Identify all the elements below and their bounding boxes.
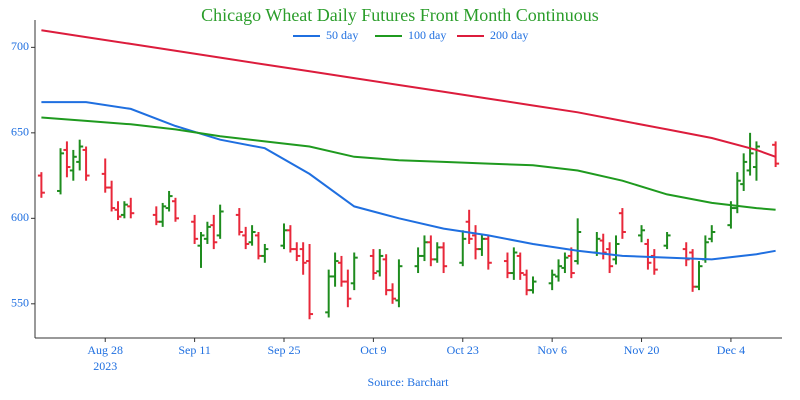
y-tick-label: 650 [11, 125, 29, 139]
moving-average-line [41, 116, 776, 211]
legend-label: 100 day [408, 28, 446, 42]
moving-average-line [41, 101, 776, 261]
legend-label: 200 day [490, 28, 528, 42]
x-tick-label: Sep 11 [178, 343, 211, 357]
y-tick-label: 700 [11, 39, 29, 53]
x-tick-label: Oct 9 [360, 343, 386, 357]
moving-average-line [41, 29, 776, 158]
legend-label: 50 day [326, 28, 358, 42]
chart-title: Chicago Wheat Daily Futures Front Month … [201, 5, 599, 25]
x-tick-label: Nov 6 [537, 343, 567, 357]
x-year-label: 2023 [93, 359, 117, 373]
y-tick-label: 550 [11, 296, 29, 310]
y-tick-label: 600 [11, 210, 29, 224]
x-tick-label: Nov 20 [624, 343, 660, 357]
x-tick-label: Dec 4 [717, 343, 745, 357]
x-tick-label: Oct 23 [447, 343, 479, 357]
x-tick-label: Aug 28 [87, 343, 123, 357]
x-tick-label: Sep 25 [268, 343, 301, 357]
source: Source: Barchart [368, 375, 450, 389]
